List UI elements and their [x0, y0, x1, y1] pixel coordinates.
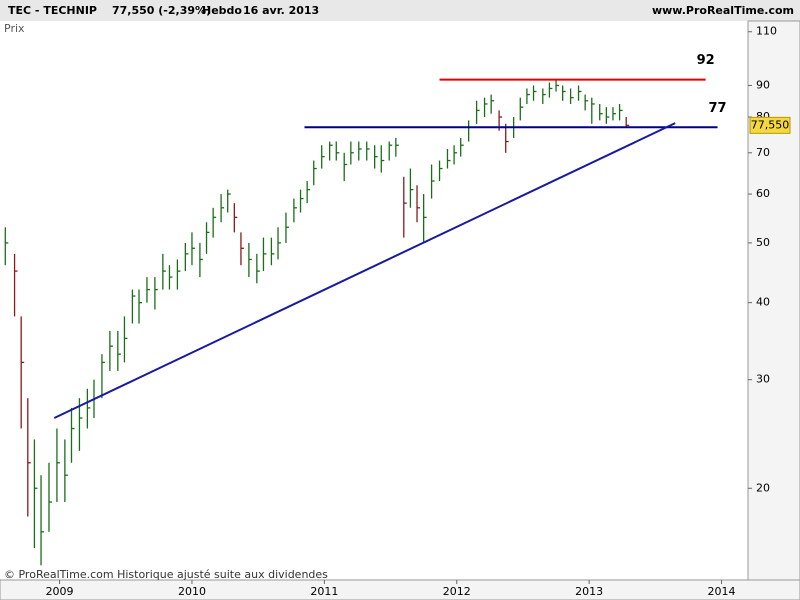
y-tick-label: 110	[756, 25, 777, 38]
y-tick-label: 90	[756, 78, 770, 91]
trend-line	[53, 122, 676, 419]
y-tick-label: 60	[756, 187, 770, 200]
x-tick-label: 2014	[708, 585, 736, 598]
y-axis-area	[747, 20, 800, 581]
x-tick-label: 2013	[575, 585, 603, 598]
footer: © ProRealTime.com Historique ajusté suit…	[4, 568, 328, 581]
x-tick-label: 2009	[46, 585, 74, 598]
last: 77,550 (-2,39%)	[112, 4, 211, 17]
last-price-box	[749, 116, 791, 134]
ticker: TEC - TECHNIP	[8, 4, 97, 17]
date: 16 avr. 2013	[243, 4, 319, 17]
header-bar	[0, 0, 800, 21]
x-tick-label: 2011	[310, 585, 338, 598]
line-label: 92	[697, 53, 715, 68]
x-tick-label: 2012	[443, 585, 471, 598]
y-tick-label: 50	[756, 236, 770, 249]
y-tick-label: 30	[756, 373, 770, 386]
site: www.ProRealTime.com	[652, 4, 794, 17]
line-label: 77	[709, 101, 727, 116]
x-axis-area	[0, 579, 800, 600]
y-tick-label: 40	[756, 296, 770, 309]
y-label: Prix	[4, 22, 25, 35]
period: Hebdo	[202, 4, 242, 17]
last-price-label: 77,550	[751, 118, 790, 131]
x-tick-label: 2010	[178, 585, 206, 598]
y-tick-label: 20	[756, 481, 770, 494]
y-tick-label: 70	[756, 146, 770, 159]
